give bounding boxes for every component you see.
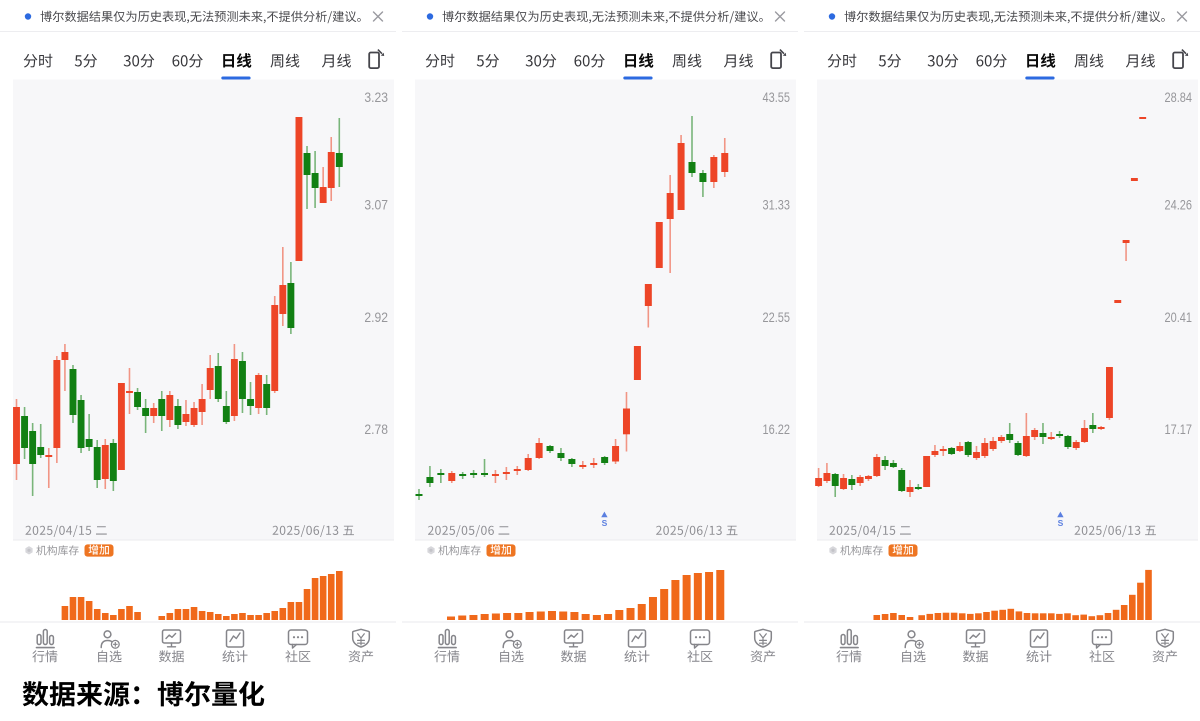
svg-text:17.17: 17.17 — [1165, 421, 1193, 437]
svg-text:43.55: 43.55 — [763, 89, 791, 105]
svg-text:2.92: 2.92 — [364, 309, 388, 325]
svg-text:S: S — [1058, 518, 1064, 528]
svg-text:20.41: 20.41 — [1165, 309, 1193, 325]
svg-text:S: S — [602, 518, 608, 528]
svg-text:2.78: 2.78 — [364, 421, 388, 437]
svg-text:3.23: 3.23 — [364, 89, 388, 105]
svg-text:31.33: 31.33 — [763, 197, 791, 213]
svg-text:24.26: 24.26 — [1165, 197, 1193, 213]
svg-text:28.84: 28.84 — [1165, 89, 1193, 105]
svg-text:22.55: 22.55 — [763, 309, 791, 325]
svg-text:16.22: 16.22 — [763, 421, 791, 437]
svg-text:3.07: 3.07 — [364, 197, 388, 213]
